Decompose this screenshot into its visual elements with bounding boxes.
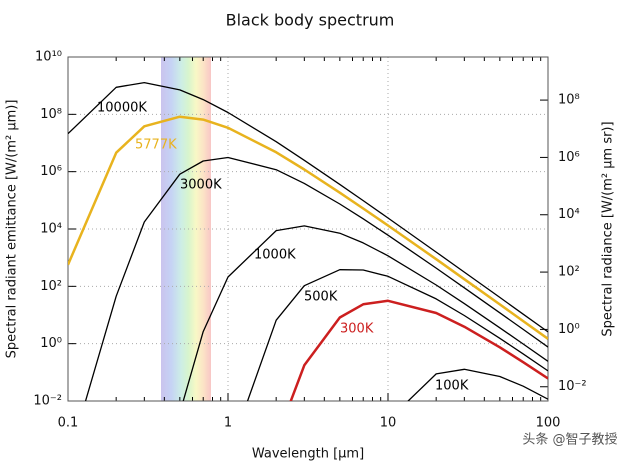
- series-label: 10000K: [97, 101, 147, 116]
- series-line: [289, 299, 548, 401]
- y2-axis-label: Spectral radiance [W/(m² µm sr)]: [601, 121, 616, 336]
- y2-tick-label: 10⁻²: [558, 379, 587, 394]
- series-label: 500K: [304, 290, 338, 305]
- series-label: 3000K: [180, 178, 222, 193]
- series-label: 5777K: [135, 138, 177, 153]
- series-line: [246, 269, 548, 401]
- y2-tick-label: 10⁰: [558, 322, 580, 337]
- series-line: [68, 81, 548, 333]
- y-tick-label: 10⁻²: [33, 394, 62, 409]
- visible-band: [161, 57, 211, 401]
- y-tick-label: 10¹⁰: [35, 50, 62, 65]
- plot-frame: [67, 56, 549, 402]
- x-tick-label: 100: [536, 416, 561, 431]
- plot-area: [68, 81, 548, 401]
- series-line: [407, 368, 548, 401]
- series-label: 100K: [435, 379, 469, 394]
- chart-title: Black body spectrum: [226, 11, 395, 30]
- series-label: 300K: [340, 322, 374, 337]
- x-axis-label: Wavelength [µm]: [252, 447, 364, 462]
- x-tick-label: 0.1: [58, 416, 79, 431]
- series-line: [182, 225, 548, 401]
- y-tick-label: 10²: [40, 279, 62, 294]
- y2-tick-label: 10⁴: [558, 207, 580, 222]
- y2-tick-label: 10²: [558, 265, 580, 280]
- y-tick-label: 10⁰: [40, 336, 62, 351]
- x-tick-label: 10: [380, 416, 397, 431]
- y2-tick-label: 10⁸: [558, 93, 580, 108]
- y-tick-label: 10⁶: [40, 164, 62, 179]
- y2-tick-label: 10⁶: [558, 150, 580, 165]
- series-label: 1000K: [254, 248, 296, 263]
- y-tick-label: 10⁴: [40, 222, 62, 237]
- series-line: [68, 115, 548, 340]
- y-tick-label: 10⁸: [40, 107, 62, 122]
- y-axis-label: Spectral radiant emittance [W/(m² µm)]: [5, 100, 20, 359]
- series-line: [84, 156, 548, 401]
- watermark: 头条 @智子教授: [522, 432, 617, 448]
- x-tick-label: 1: [224, 416, 232, 431]
